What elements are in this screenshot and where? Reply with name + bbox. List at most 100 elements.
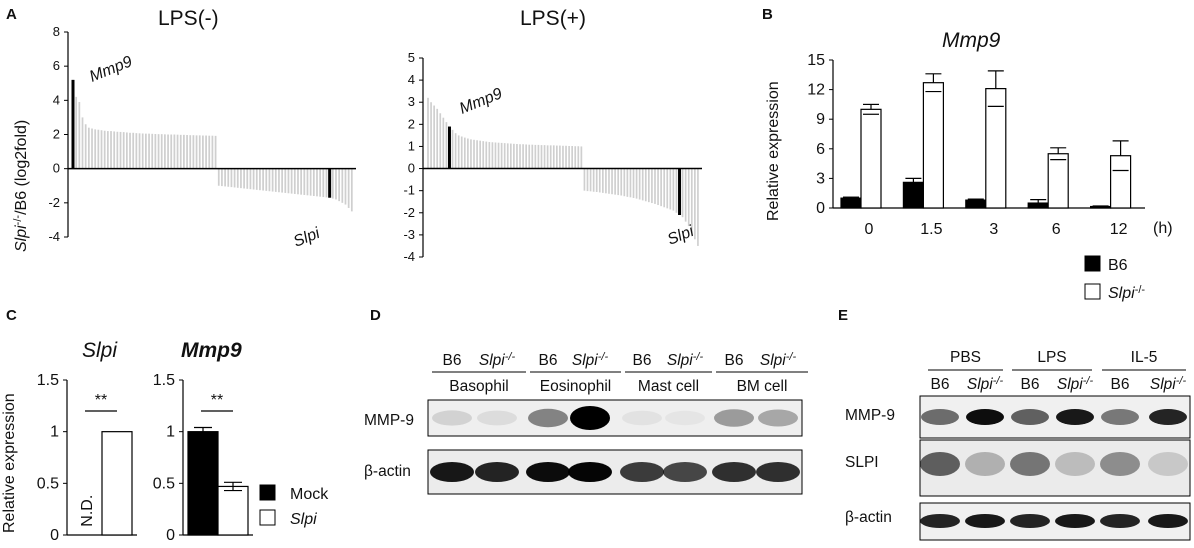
y-tick-label: 15: [807, 52, 825, 69]
slpi-band: [1148, 452, 1188, 476]
x-tick-label: 0: [865, 221, 874, 238]
bar-slpi: [101, 431, 133, 536]
legend-slpi-label: Slpi-/-: [1108, 284, 1145, 302]
actin-band: [920, 514, 960, 528]
bar-b6: [965, 199, 987, 209]
y-tick-label: 1: [50, 424, 59, 441]
lane-genotype-sup: -/-: [505, 351, 516, 363]
panel-d-mmp9-membrane: [427, 399, 803, 437]
panel-b-ylabel: Relative expression: [765, 81, 782, 221]
y-tick-label: 0: [816, 200, 825, 217]
mmp9-band: [966, 409, 1004, 425]
actin-band: [1148, 514, 1188, 528]
bar-slpi: [1109, 155, 1132, 209]
panel-b: Mmp9 Relative expression 0 3 6 9 12 15 0 1.5 3 6 1…: [765, 29, 1173, 302]
y-tick-label: 8: [53, 24, 60, 39]
cell-group-label: Eosinophil: [540, 378, 612, 395]
y-tick-label: -3: [403, 227, 415, 242]
legend-mock-swatch: [259, 484, 276, 501]
y-tick-label: 2: [53, 127, 60, 142]
lane-genotype: Slpi-/-: [1150, 375, 1187, 393]
panel-d-row-mmp9: MMP-9: [364, 412, 414, 429]
significance-stars: **: [95, 392, 107, 409]
panel-a: LPS(-) LPS(+) Slpi-/-/B6 (log2fold) -4-2…: [12, 7, 702, 264]
y-tick-label: 3: [408, 94, 415, 109]
mmp9-band: [432, 410, 472, 426]
legend-mock-label: Mock: [290, 486, 329, 503]
y-tick-label: -1: [403, 183, 415, 198]
bar-b6: [1027, 202, 1049, 209]
treatment-label: LPS: [1037, 349, 1066, 366]
y-tick-label: 0.5: [153, 475, 175, 492]
slpi-band: [920, 452, 960, 476]
mmp9-band: [1056, 409, 1094, 425]
slpi-band: [1010, 452, 1050, 476]
mmp9-band: [528, 408, 568, 428]
bar-slpi: [860, 108, 882, 209]
y-tick-label: 0: [53, 161, 60, 176]
mmp9-band: [921, 409, 959, 425]
panel-b-x-unit: (h): [1153, 220, 1173, 237]
panel-e-mmp9-membrane: [919, 395, 1191, 439]
mmp9-band: [477, 410, 517, 426]
bar-b6: [1089, 205, 1112, 209]
x-tick-label: 3: [989, 221, 998, 238]
panel-c-mmp9-title: Mmp9: [181, 339, 242, 362]
lane-genotype: B6: [1021, 376, 1040, 393]
mmp9-band: [714, 409, 754, 427]
panel-b-chart: 0 3 6 9 12 15 0 1.5 3 6 12: [807, 52, 1145, 238]
panel-label-d: D: [370, 307, 381, 324]
panel-d-western-blot: B6 Slpi-/- B6 Slpi-/- B6 Slpi-/- B6 Slpi-/- Baso…: [364, 351, 808, 495]
panel-e-actin-membrane: [919, 502, 1191, 541]
y-tick-label: 1: [166, 424, 175, 441]
panel-c: Slpi Mmp9 Relative expression 0 0.5 1 1.5 N.…: [1, 339, 329, 544]
cell-group-label: Basophil: [449, 378, 508, 395]
cell-group-label: BM cell: [737, 378, 788, 395]
mmp9-band: [665, 410, 705, 426]
legend-slpi-sup: -/-: [1135, 284, 1146, 296]
y-tick-label: 9: [816, 111, 825, 128]
slpi-band: [1055, 452, 1095, 476]
panel-label-b: B: [762, 6, 773, 23]
y-tick-label: 0: [166, 527, 175, 544]
panel-e-row-slpi: SLPI: [845, 454, 879, 471]
y-tick-label: -2: [403, 205, 415, 220]
lane-genotype-sup: -/-: [786, 351, 797, 363]
actin-band: [712, 462, 756, 482]
lane-genotype-sup: -/-: [598, 351, 609, 363]
panel-a-right-title: LPS(+): [520, 7, 586, 30]
actin-band: [475, 462, 519, 482]
x-tick-label: 12: [1110, 221, 1128, 238]
panel-a-ylabel: Slpi-/-/B6 (log2fold): [12, 120, 30, 252]
slpi-band: [1100, 452, 1140, 476]
panel-d-row-actin: β-actin: [364, 463, 411, 480]
y-tick-label: 0: [408, 161, 415, 176]
panel-e-row-actin: β-actin: [845, 509, 892, 526]
actin-band: [430, 462, 474, 482]
mmp9-band: [1011, 409, 1049, 425]
panel-b-title: Mmp9: [942, 29, 1001, 52]
y-tick-label: 6: [53, 58, 60, 73]
y-tick-label: 2: [408, 116, 415, 131]
bar-slpi: [922, 82, 945, 209]
lane-genotype: Slpi-/-: [667, 351, 704, 369]
panel-label-e: E: [838, 307, 848, 324]
significance-stars: **: [211, 392, 223, 409]
legend-slpi-name: Slpi: [1108, 285, 1135, 302]
lane-genotype: B6: [1111, 376, 1130, 393]
lane-genotype: Slpi-/-: [572, 351, 609, 369]
x-tick-label: 6: [1052, 221, 1061, 238]
panel-a-left-mmp9-label: Mmp9: [87, 53, 135, 85]
treatment-label: PBS: [950, 349, 981, 366]
mmp9-band: [622, 410, 662, 426]
y-tick-label: -2: [48, 195, 60, 210]
y-tick-label: 4: [53, 92, 60, 107]
actin-band: [1055, 514, 1095, 528]
panel-e-bands: [920, 409, 1188, 528]
panel-a-left-slpi-label: Slpi: [291, 225, 323, 251]
lane-genotype: B6: [725, 352, 744, 369]
y-tick-label: 5: [408, 50, 415, 65]
panel-c-slpi-chart: 0 0.5 1 1.5 N.D. **: [37, 372, 137, 544]
slpi-band: [965, 452, 1005, 476]
